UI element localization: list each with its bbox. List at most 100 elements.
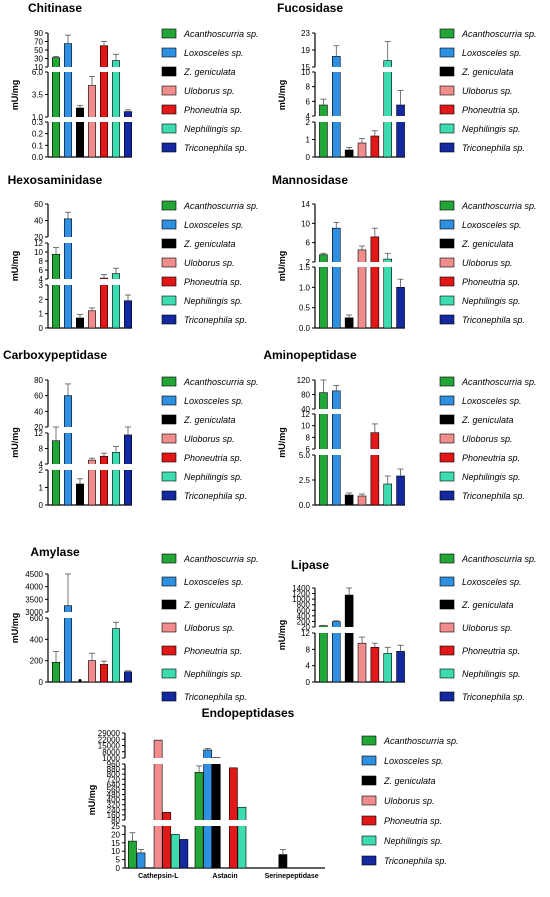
axis-break-gap xyxy=(331,627,342,633)
y-tick-label: 0 xyxy=(39,501,44,510)
legend-label: Loxosceles sp. xyxy=(462,220,522,230)
legend-swatch xyxy=(439,219,455,230)
bar xyxy=(319,104,328,158)
y-tick-label: 2 xyxy=(39,295,44,304)
bar xyxy=(357,642,367,683)
legend-label: Loxosceles sp. xyxy=(184,48,244,58)
axis-break-gap xyxy=(318,116,329,122)
bar xyxy=(278,854,288,869)
axis-break-gap xyxy=(63,427,73,433)
y-tick-label: 1000 xyxy=(102,754,120,763)
legend-swatch xyxy=(439,142,455,153)
y-tick-label: 0 xyxy=(39,678,44,687)
legend-label: Nephilingis sp. xyxy=(462,296,521,306)
bar xyxy=(203,749,213,869)
axis-break-gap xyxy=(318,627,329,633)
y-tick-label: 2.5 xyxy=(299,476,311,485)
legend-label: Uloborus sp. xyxy=(462,434,513,444)
legend-label: Z. geniculata xyxy=(461,67,514,77)
legend-label: Phoneutria sp. xyxy=(462,646,520,656)
y-tick-label: 0.0 xyxy=(299,501,311,510)
y-tick-label: 6.0 xyxy=(32,68,44,77)
axis-break-gap xyxy=(161,820,172,826)
axis-break-gap xyxy=(153,758,164,764)
legend-swatch xyxy=(161,576,177,587)
y-tick-label: 6 xyxy=(306,239,311,248)
legend-label: Uloborus sp. xyxy=(462,623,513,633)
legend-label: Nephilingis sp. xyxy=(462,472,521,482)
y-axis-label: mU/mg xyxy=(10,613,20,644)
y-tick-label: 8 xyxy=(306,645,311,654)
y-tick-label: 6 xyxy=(306,97,311,106)
legend-swatch xyxy=(361,795,377,806)
legend-label: Uloborus sp. xyxy=(384,796,435,806)
y-tick-label: 60 xyxy=(34,200,43,209)
y-tick-label: 14 xyxy=(301,200,310,209)
axis-break-gap xyxy=(369,262,380,267)
bar xyxy=(179,839,189,869)
y-tick-label: 640 xyxy=(107,780,121,789)
legend-swatch xyxy=(161,376,177,387)
y-tick-label: 4500 xyxy=(25,570,43,579)
legend-swatch xyxy=(161,238,177,249)
legend-label: Acanthoscurria sp. xyxy=(183,201,259,211)
bar xyxy=(331,227,341,329)
y-tick-label: 3 xyxy=(39,281,44,290)
legend-swatch xyxy=(439,314,455,325)
y-tick-label: 1.0 xyxy=(32,113,44,122)
legend-swatch xyxy=(161,622,177,633)
legend-label: Loxosceles sp. xyxy=(384,756,444,766)
bar xyxy=(51,661,61,683)
legend-swatch xyxy=(161,314,177,325)
legend-label: Phoneutria sp. xyxy=(384,816,442,826)
legend-swatch xyxy=(361,855,377,866)
bar xyxy=(396,287,405,329)
legend-label: Phoneutria sp. xyxy=(184,277,242,287)
legend-label: Nephilingis sp. xyxy=(384,836,443,846)
bar xyxy=(123,300,133,329)
legend-swatch xyxy=(161,599,177,610)
x-category-label: Astacin xyxy=(212,873,237,880)
legend-label: Nephilingis sp. xyxy=(184,124,243,134)
legend-swatch xyxy=(439,257,455,268)
y-tick-label: 8000 xyxy=(102,748,120,757)
y-axis-label: mU/mg xyxy=(277,620,287,651)
legend-label: Z. geniculata xyxy=(183,415,236,425)
y-tick-label: 960 xyxy=(107,760,121,769)
y-axis-label: mU/mg xyxy=(277,80,287,111)
y-tick-label: 2 xyxy=(39,466,44,475)
y-tick-label: 20 xyxy=(34,233,43,242)
y-tick-label: 12 xyxy=(34,239,43,248)
bar xyxy=(370,646,380,683)
legend-swatch xyxy=(161,691,177,702)
axis-break-gap xyxy=(202,820,213,826)
axis-break-gap xyxy=(99,67,109,72)
y-tick-label: 320 xyxy=(107,801,121,810)
y-tick-label: 160 xyxy=(107,811,121,820)
legend-swatch xyxy=(439,553,455,564)
bar xyxy=(344,317,354,329)
axis-break-gap xyxy=(111,117,121,122)
y-tick-label: 2 xyxy=(306,258,311,267)
legend-swatch xyxy=(439,471,455,482)
y-tick-label: 600 xyxy=(30,614,44,623)
legend-swatch xyxy=(439,490,455,501)
axis-break-gap xyxy=(51,117,61,122)
y-tick-label: 4000 xyxy=(25,583,43,592)
bar xyxy=(75,317,85,329)
bar xyxy=(51,253,61,329)
y-axis-label: mU/mg xyxy=(10,427,20,458)
axis-break-gap xyxy=(382,116,393,122)
chart-title: Fucosidase xyxy=(277,1,343,15)
y-axis-label: mU/mg xyxy=(87,785,97,816)
y-tick-label: 80 xyxy=(301,391,310,400)
y-tick-label: 15 xyxy=(301,63,310,72)
legend-label: Phoneutria sp. xyxy=(462,105,520,115)
legend-swatch xyxy=(439,395,455,406)
legend-swatch xyxy=(439,414,455,425)
bar xyxy=(331,390,341,506)
legend-label: Uloborus sp. xyxy=(462,258,513,268)
bar xyxy=(170,834,180,869)
y-tick-label: 800 xyxy=(107,770,121,779)
